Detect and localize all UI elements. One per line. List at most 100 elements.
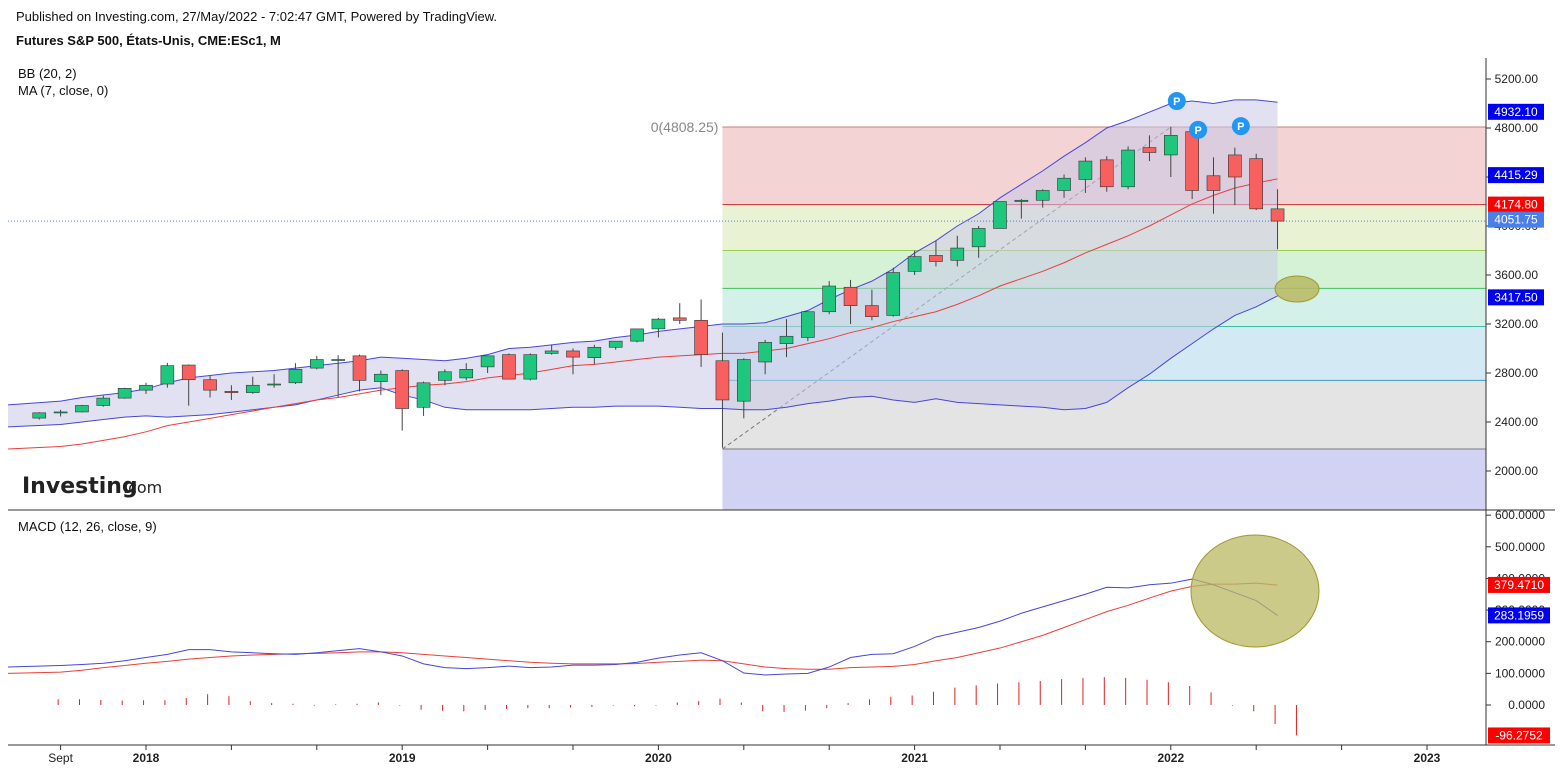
candle — [1121, 146, 1135, 190]
candle-body — [502, 354, 516, 380]
price-tag: 4415.29 — [1488, 167, 1544, 184]
candle — [630, 328, 644, 343]
fib-zero-label: 0(4808.25) — [651, 119, 719, 135]
price-tag-label: 4415.29 — [1494, 168, 1538, 182]
bb-lower-line — [7, 295, 1278, 428]
candle-body — [651, 318, 666, 330]
candle — [1078, 157, 1093, 193]
candle-body — [181, 364, 196, 381]
price-tag-label: 4174.80 — [1494, 198, 1538, 212]
candle — [352, 354, 367, 392]
candle — [971, 226, 986, 258]
candle-body — [907, 256, 922, 272]
macd-tick-label: 0.0000 — [1508, 698, 1545, 712]
candle-body — [331, 359, 345, 361]
fib-zone — [722, 448, 1486, 510]
candle-body — [523, 354, 538, 380]
candle — [544, 344, 559, 355]
candle-body — [75, 405, 89, 413]
candle-body — [1185, 131, 1199, 191]
macd-tag-box — [1488, 727, 1550, 744]
bb-study-label: BB (20, 2) — [18, 66, 77, 81]
moving-average — [7, 178, 1486, 450]
candle — [331, 355, 345, 398]
price-tag-box — [1488, 211, 1544, 228]
candle-body — [736, 359, 751, 402]
candle — [75, 404, 89, 413]
price-tag-box — [1488, 289, 1544, 306]
candle-body — [694, 320, 708, 355]
candle-body — [1249, 158, 1263, 210]
candle-body — [1142, 147, 1157, 153]
candle-body — [374, 373, 388, 382]
candle — [587, 344, 602, 365]
macd-tick-label: 500.0000 — [1495, 540, 1545, 554]
candle — [993, 201, 1007, 229]
candle — [1057, 174, 1071, 198]
candle-body — [1014, 199, 1029, 202]
candle — [715, 332, 730, 448]
price-tick-label: 2800.00 — [1495, 366, 1539, 380]
time-tick-label: 2023 — [1414, 751, 1441, 765]
candle-body — [139, 384, 153, 391]
candle-body — [1121, 149, 1135, 188]
candle-body — [395, 370, 410, 409]
candle — [566, 348, 580, 375]
ma-study-label: MA (7, close, 0) — [18, 83, 108, 98]
logo-word: Investing — [22, 474, 138, 499]
candle-body — [886, 272, 901, 316]
candle — [53, 409, 68, 417]
macd-tick-label: 100.0000 — [1495, 666, 1545, 680]
macd-cross-ellipse — [1190, 534, 1320, 648]
candle — [459, 363, 474, 381]
candle — [736, 358, 751, 419]
candle-body — [929, 255, 943, 262]
candle — [32, 412, 47, 420]
published-note: Published on Investing.com, 27/May/2022 … — [16, 9, 498, 24]
candle — [1228, 147, 1242, 206]
candle — [181, 364, 196, 406]
macd-tick-label: 600.0000 — [1495, 508, 1545, 522]
price-tag-label: 3417.50 — [1494, 290, 1538, 304]
candle — [929, 240, 943, 267]
bollinger-bands — [7, 99, 1278, 428]
macd-line — [7, 578, 1278, 676]
price-tick-label: 2000.00 — [1495, 464, 1539, 478]
candle — [651, 317, 666, 338]
bb-fill — [8, 99, 1278, 427]
logo-suffix: .com — [123, 478, 162, 497]
pivot-label: P — [1237, 121, 1244, 133]
candle — [801, 311, 815, 342]
macd-tag-label: 283.1959 — [1494, 608, 1544, 622]
macd-tag-label: 379.4710 — [1494, 578, 1544, 592]
candle-body — [1228, 154, 1242, 178]
candle — [1249, 153, 1263, 211]
candle — [245, 376, 260, 394]
candle — [438, 369, 452, 386]
macd-histogram — [57, 677, 1297, 736]
pivot-marker: P — [1189, 120, 1208, 139]
candle — [139, 382, 153, 394]
candle — [203, 375, 217, 398]
candle-body — [352, 355, 367, 381]
candle-body — [801, 311, 815, 338]
candle — [1206, 157, 1221, 214]
price-tag: 4174.80 — [1488, 196, 1544, 213]
pivot-label: P — [1173, 96, 1180, 108]
candle-body — [971, 228, 986, 248]
candle-body — [1078, 160, 1093, 180]
price-tick-label: 3200.00 — [1495, 317, 1539, 331]
candle-body — [416, 382, 431, 408]
candle — [1014, 199, 1029, 219]
macd-lines — [7, 578, 1278, 676]
candle — [1142, 135, 1157, 162]
candle — [822, 281, 837, 315]
ma-line — [7, 178, 1278, 450]
time-tick-label: 2018 — [133, 751, 160, 765]
price-tag: 3417.50 — [1488, 289, 1544, 306]
candle-body — [96, 397, 111, 406]
candle — [96, 395, 111, 407]
annotations: P P P — [1167, 92, 1320, 648]
target-ellipse — [1274, 275, 1320, 303]
